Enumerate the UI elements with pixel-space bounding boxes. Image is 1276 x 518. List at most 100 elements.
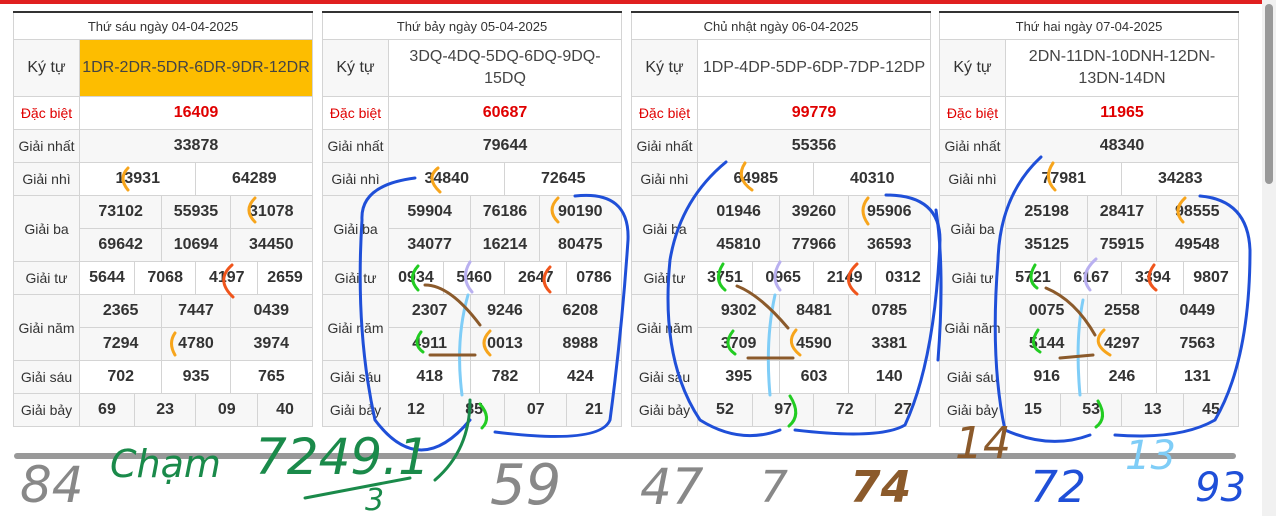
giai-nam-number: 2365 <box>78 294 163 328</box>
giai-ba-number: 35125 <box>1004 228 1089 262</box>
giai-tu-number: 3751 <box>697 261 753 295</box>
row-label-giai-nam: Giải năm <box>939 294 1006 361</box>
handwritten-divisor: 3 <box>365 483 385 518</box>
handwritten-number: 14 <box>955 418 1011 469</box>
giai-nhi-number: 34283 <box>1121 162 1239 196</box>
giai-bay-number: 15 <box>1005 393 1061 427</box>
row-label-giai-ba: Giải ba <box>631 195 698 262</box>
giai-ba-number: 25198 <box>1004 195 1089 229</box>
giai-bay-number: 72 <box>813 393 876 427</box>
row-label-dac-biet: Đặc biệt <box>322 96 389 130</box>
giai-ba-number: 76186 <box>470 195 540 229</box>
giai-sau-number: 131 <box>1155 360 1240 394</box>
giai-tu-number: 5721 <box>1005 261 1061 295</box>
giai-bay-number: 53 <box>1059 393 1123 427</box>
giai-tu-number: 0965 <box>751 261 815 295</box>
horizontal-scrollbar[interactable] <box>14 453 1236 459</box>
row-label-giai-ba: Giải ba <box>13 195 80 262</box>
giai-nhi-number: 64289 <box>195 162 313 196</box>
handwritten-number: 74 <box>850 462 912 513</box>
giai-nam-number: 5144 <box>1004 327 1089 361</box>
giai-sau-number: 140 <box>847 360 932 394</box>
giai-tu-number: 6167 <box>1059 261 1123 295</box>
giai-ba-number: 75915 <box>1087 228 1157 262</box>
row-label-giai-sau: Giải sáu <box>939 360 1006 394</box>
giai-tu-number: 3394 <box>1121 261 1185 295</box>
giai-nam-number: 8988 <box>538 327 623 361</box>
giai-ba-number: 77966 <box>779 228 849 262</box>
giai-nam-number: 4780 <box>161 327 231 361</box>
giai-nam-number: 3974 <box>229 327 314 361</box>
giai-nam-number: 6208 <box>538 294 623 328</box>
giai-sau-number: 765 <box>229 360 314 394</box>
row-label-giai-nhat: Giải nhất <box>13 129 80 163</box>
giai-bay-number: 12 <box>388 393 444 427</box>
giai-sau-number: 424 <box>538 360 623 394</box>
vertical-scrollbar[interactable] <box>1262 0 1276 516</box>
giai-bay-number: 23 <box>133 393 197 427</box>
first-prize-number: 33878 <box>79 129 313 163</box>
giai-sau-number: 603 <box>779 360 849 394</box>
giai-nam-number: 0013 <box>470 327 540 361</box>
special-prize-number: 16409 <box>79 96 313 130</box>
giai-ba-number: 36593 <box>847 228 932 262</box>
row-label-giai-nhi: Giải nhì <box>939 162 1006 196</box>
row-label-giai-sau: Giải sáu <box>13 360 80 394</box>
scrollbar-thumb[interactable] <box>1265 4 1273 184</box>
table-date-title: Chủ nhật ngày 06-04-2025 <box>631 11 931 40</box>
handwritten-number: 72 <box>1030 462 1086 513</box>
giai-nam-number: 9246 <box>470 294 540 328</box>
ky-tu-codes: 2DN-11DN-10DNH-12DN-13DN-14DN <box>1005 39 1239 97</box>
giai-sau-number: 418 <box>387 360 472 394</box>
giai-nam-number: 4911 <box>387 327 472 361</box>
giai-nam-number: 3381 <box>847 327 932 361</box>
giai-nam-number: 0075 <box>1004 294 1089 328</box>
giai-bay-number: 45 <box>1183 393 1239 427</box>
giai-ba-number: 90190 <box>538 195 623 229</box>
giai-bay-number: 13 <box>1121 393 1185 427</box>
giai-bay-number: 85 <box>442 393 506 427</box>
giai-bay-number: 21 <box>566 393 622 427</box>
giai-ba-number: 34450 <box>229 228 314 262</box>
giai-nhi-number: 40310 <box>813 162 931 196</box>
first-prize-number: 79644 <box>388 129 622 163</box>
giai-sau-number: 935 <box>161 360 231 394</box>
row-label-dac-biet: Đặc biệt <box>13 96 80 130</box>
row-label-giai-bay: Giải bảy <box>13 393 80 427</box>
ky-tu-codes: 1DP-4DP-5DP-6DP-7DP-12DP <box>697 39 931 97</box>
giai-ba-number: 55935 <box>161 195 231 229</box>
giai-nam-number: 2558 <box>1087 294 1157 328</box>
giai-tu-number: 2659 <box>257 261 313 295</box>
giai-tu-number: 0934 <box>388 261 444 295</box>
row-label-giai-tu: Giải tư <box>13 261 80 295</box>
giai-nam-number: 9302 <box>696 294 781 328</box>
giai-bay-number: 09 <box>195 393 259 427</box>
giai-nhi-number: 34840 <box>387 162 506 196</box>
row-label-dac-biet: Đặc biệt <box>631 96 698 130</box>
handwritten-number: 47 <box>640 458 704 516</box>
giai-ba-number: 28417 <box>1087 195 1157 229</box>
handwritten-number: 59 <box>490 453 562 518</box>
row-label-ky-tu: Ký tự <box>13 39 80 97</box>
row-label-giai-nhat: Giải nhất <box>322 129 389 163</box>
giai-bay-number: 69 <box>79 393 135 427</box>
giai-nam-number: 0449 <box>1155 294 1240 328</box>
giai-tu-number: 5460 <box>442 261 506 295</box>
giai-sau-number: 916 <box>1004 360 1089 394</box>
row-label-giai-tu: Giải tư <box>631 261 698 295</box>
row-label-giai-nam: Giải năm <box>322 294 389 361</box>
giai-ba-number: 69642 <box>78 228 163 262</box>
first-prize-number: 55356 <box>697 129 931 163</box>
giai-bay-number: 07 <box>504 393 568 427</box>
row-label-giai-nhat: Giải nhất <box>939 129 1006 163</box>
ky-tu-codes: 3DQ-4DQ-5DQ-6DQ-9DQ-15DQ <box>388 39 622 97</box>
giai-nam-number: 7447 <box>161 294 231 328</box>
special-prize-number: 99779 <box>697 96 931 130</box>
giai-bay-number: 27 <box>874 393 932 427</box>
lottery-result-table: Chủ nhật ngày 06-04-2025 Ký tự 1DP-4DP-5DP… <box>631 11 932 427</box>
giai-sau-number: 702 <box>78 360 163 394</box>
giai-bay-number: 40 <box>257 393 313 427</box>
row-label-giai-nhat: Giải nhất <box>631 129 698 163</box>
giai-nhi-number: 72645 <box>504 162 622 196</box>
giai-ba-number: 80475 <box>538 228 623 262</box>
